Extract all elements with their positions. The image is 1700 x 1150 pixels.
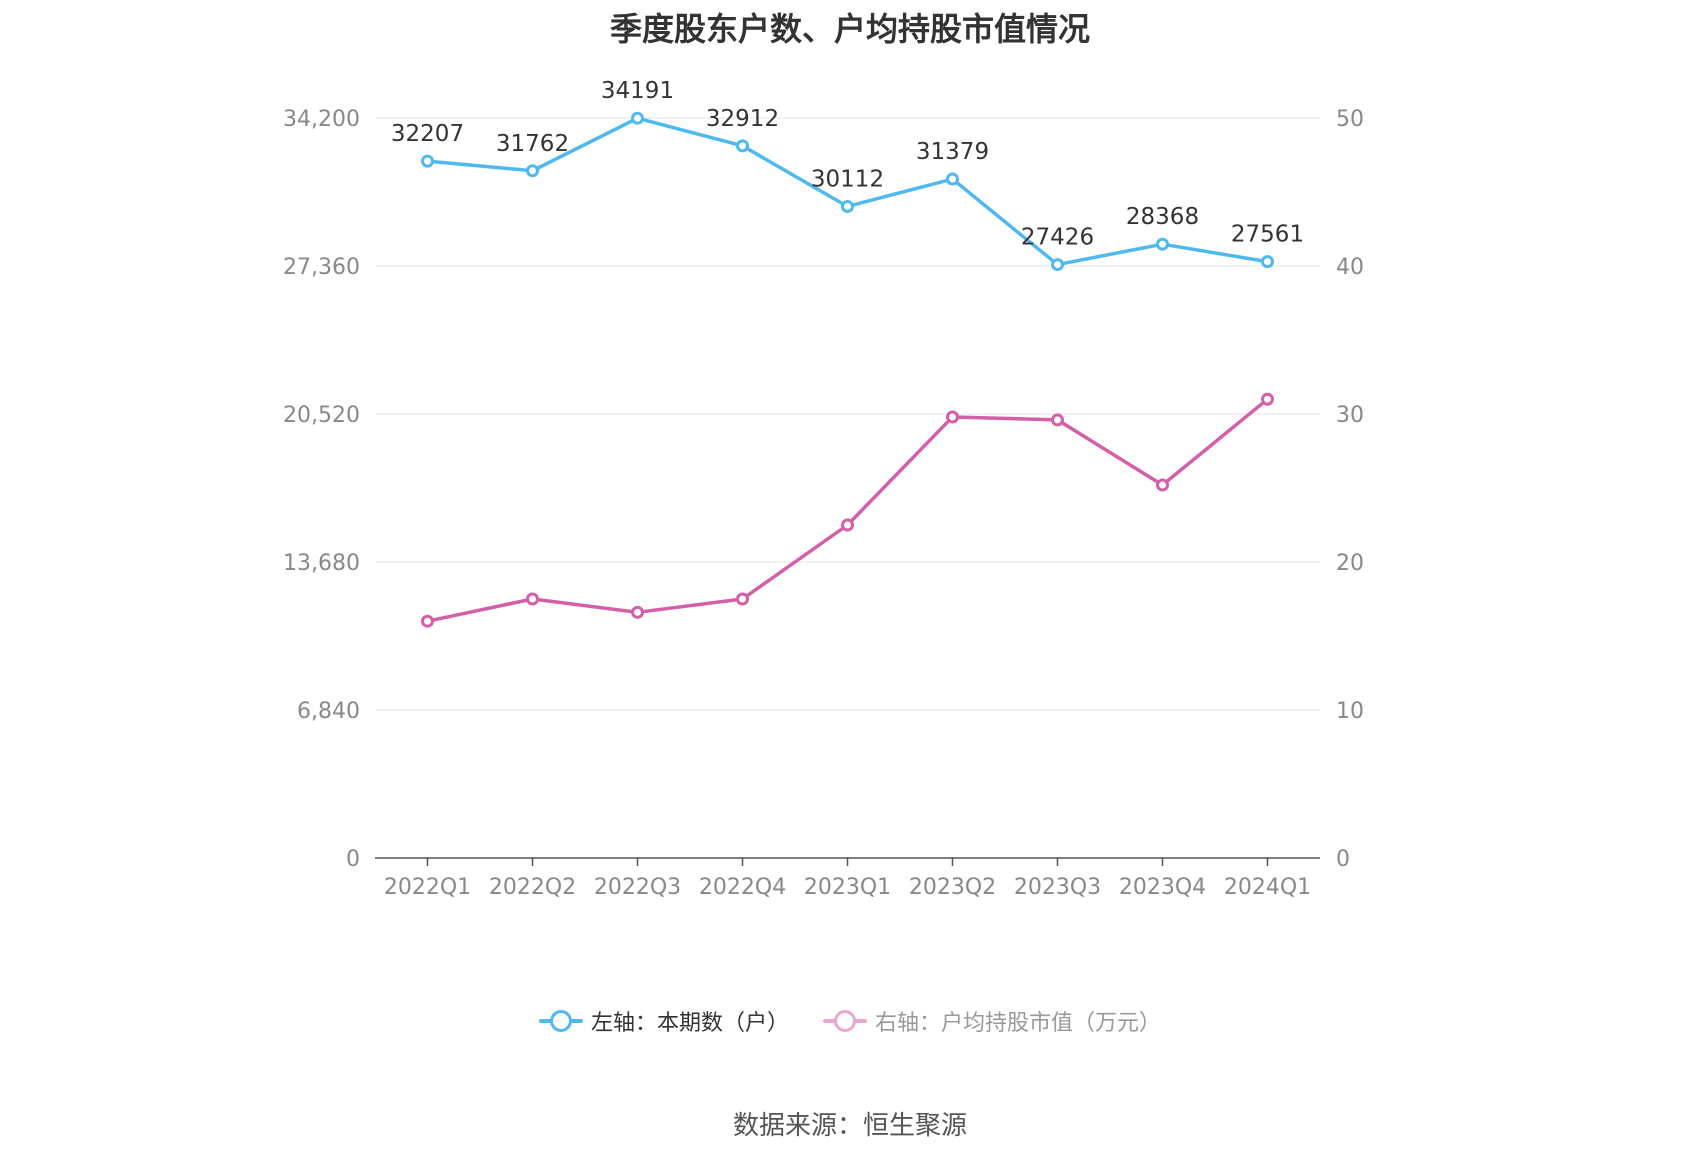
data-label: 27561: [1231, 222, 1304, 248]
y-left-tick-label: 27,360: [283, 255, 360, 280]
x-tick-label: 2022Q1: [384, 875, 471, 900]
x-tick-label: 2022Q2: [489, 875, 576, 900]
data-label: 30112: [811, 166, 884, 192]
x-tick-label: 2023Q4: [1119, 875, 1206, 900]
x-tick-label: 2024Q1: [1224, 875, 1311, 900]
legend-swatch-left: [538, 1009, 583, 1033]
data-label: 31762: [496, 131, 569, 157]
data-point: [946, 172, 959, 186]
data-point: [736, 139, 749, 153]
axes: 0 6,840 13,680 20,520 27,360 34,200 0 10 20 30 40 5…: [283, 107, 1364, 900]
data-point: [1261, 255, 1274, 269]
y-right-tick-label: 0: [1336, 847, 1350, 872]
data-point: [421, 614, 434, 628]
legend: 左轴：本期数（户） 右轴：户均持股市值（万元）: [0, 1005, 1700, 1037]
legend-item-left[interactable]: 左轴：本期数（户）: [538, 1005, 789, 1037]
y-left-tick-label: 34,200: [283, 107, 360, 132]
data-point: [631, 111, 644, 125]
legend-swatch-right: [823, 1009, 867, 1033]
data-label: 31379: [916, 139, 989, 165]
data-point: [526, 592, 539, 606]
data-point: [841, 518, 854, 532]
data-point: [631, 605, 644, 619]
y-left-tick-label: 6,840: [297, 699, 360, 724]
data-point: [946, 410, 959, 424]
y-left-tick-label: 0: [346, 847, 360, 872]
legend-item-right[interactable]: 右轴：户均持股市值（万元）: [823, 1005, 1161, 1037]
y-right-tick-label: 20: [1336, 551, 1364, 576]
data-point: [421, 154, 434, 168]
data-label: 27426: [1021, 225, 1094, 251]
legend-label-left: 左轴：本期数（户）: [590, 1011, 789, 1036]
data-point: [1051, 413, 1064, 427]
data-point: [1156, 478, 1169, 492]
data-point: [1051, 258, 1064, 272]
data-point: [841, 199, 854, 213]
data-label: 32912: [706, 106, 779, 132]
x-tick-label: 2022Q4: [699, 875, 786, 900]
data-label: 34191: [601, 78, 674, 104]
y-right-tick-label: 30: [1336, 403, 1364, 428]
y-left-tick-label: 13,680: [283, 551, 360, 576]
y-right-tick-label: 50: [1336, 107, 1364, 132]
data-point: [1261, 392, 1274, 406]
series-left: [421, 111, 1274, 272]
data-point: [1156, 237, 1169, 251]
data-label: 28368: [1126, 204, 1199, 230]
y-right-tick-label: 40: [1336, 255, 1364, 280]
chart-title: 季度股东户数、户均持股市值情况: [609, 10, 1090, 48]
data-point: [736, 592, 749, 606]
source-note: 数据来源：恒生聚源: [732, 1111, 967, 1141]
grid-lines: [375, 117, 1320, 711]
legend-label-right: 右轴：户均持股市值（万元）: [875, 1011, 1162, 1036]
y-left-tick-label: 20,520: [283, 403, 360, 428]
y-right-tick-label: 10: [1336, 699, 1364, 724]
x-tick-label: 2023Q3: [1014, 875, 1101, 900]
data-label: 32207: [391, 121, 464, 147]
data-point: [526, 164, 539, 178]
series-line-right: [427, 397, 1269, 623]
x-tick-label: 2023Q1: [804, 875, 891, 900]
x-tick-label: 2023Q2: [909, 875, 996, 900]
data-labels: 32207 31762 34191 32912 30112 31379 27426 28368…: [391, 78, 1304, 250]
x-tick-label: 2022Q3: [594, 875, 681, 900]
series-right: [421, 392, 1274, 628]
series: [421, 111, 1274, 628]
